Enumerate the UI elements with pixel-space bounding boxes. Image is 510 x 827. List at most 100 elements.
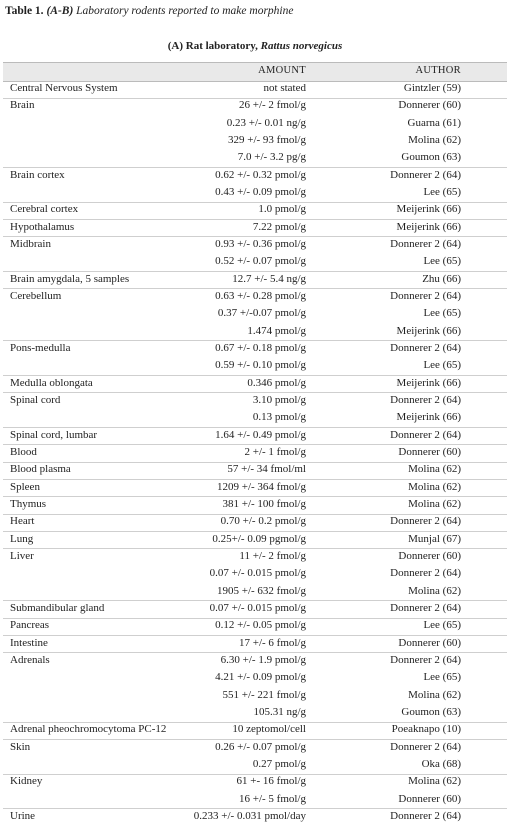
amount: 0.43 +/- 0.09 pmol/g bbox=[215, 185, 306, 198]
author: Munjal (67) bbox=[408, 532, 461, 545]
amount: 551 +/- 221 fmol/g bbox=[222, 688, 306, 701]
tissue: Lung bbox=[10, 532, 34, 545]
author: Donnerer 2 (64) bbox=[390, 168, 461, 181]
tissue: Hypothalamus bbox=[10, 220, 75, 233]
amount: 0.27 pmol/g bbox=[252, 757, 306, 770]
author: Donnerer 2 (64) bbox=[390, 237, 461, 250]
author: Zhu (66) bbox=[422, 272, 461, 285]
amount: 2 +/- 1 fmol/g bbox=[244, 445, 306, 458]
amount: 61 +- 16 fmol/g bbox=[236, 775, 306, 788]
tissue: Thymus bbox=[10, 497, 47, 510]
column-header: AUTHOR bbox=[415, 65, 461, 76]
tissue: Liver bbox=[10, 549, 34, 562]
author: Donnerer 2 (64) bbox=[390, 341, 461, 354]
tissue: Medulla oblongata bbox=[10, 376, 93, 389]
author: Donnerer 2 (64) bbox=[390, 289, 461, 302]
author: Donnerer 2 (64) bbox=[390, 740, 461, 753]
row-separator bbox=[3, 427, 507, 429]
row-separator bbox=[3, 288, 507, 290]
author: Meijerink (66) bbox=[396, 411, 461, 424]
amount: 0.07 +/- 0.015 pmol/g bbox=[209, 601, 306, 614]
author: Molina (62) bbox=[408, 688, 461, 701]
row-separator bbox=[3, 513, 507, 515]
row-separator bbox=[3, 97, 507, 99]
tissue: Blood bbox=[10, 445, 37, 458]
amount: 17 +/- 6 fmol/g bbox=[238, 636, 306, 649]
row-separator bbox=[3, 496, 507, 498]
author: Molina (62) bbox=[408, 775, 461, 788]
amount: 0.346 pmol/g bbox=[247, 376, 306, 389]
amount: 7.22 pmol/g bbox=[252, 220, 306, 233]
tissue: Cerebellum bbox=[10, 289, 62, 302]
row-separator bbox=[3, 236, 507, 238]
amount: not stated bbox=[263, 82, 306, 94]
tissue: Spleen bbox=[10, 480, 40, 493]
author: Oka (68) bbox=[421, 757, 461, 770]
author: Molina (62) bbox=[408, 584, 461, 597]
tissue: Pons-medulla bbox=[10, 341, 71, 354]
tissue: Spinal cord bbox=[10, 393, 61, 406]
caption-text: Laboratory rodents reported to make morp… bbox=[76, 5, 294, 17]
amount: 6.30 +/- 1.9 pmol/g bbox=[220, 653, 306, 666]
author: Donnerer 2 (64) bbox=[390, 601, 461, 614]
table-caption: Table 1. (A-B) Laboratory rodents report… bbox=[5, 4, 293, 18]
row-separator bbox=[3, 444, 507, 446]
row-separator bbox=[3, 392, 507, 394]
tissue: Brain amygdala, 5 samples bbox=[10, 272, 130, 285]
tissue: Kidney bbox=[10, 775, 43, 788]
amount: 0.52 +/- 0.07 pmol/g bbox=[215, 255, 306, 268]
author: Donnerer 2 (64) bbox=[390, 809, 461, 822]
amount: 16 +/- 5 fmol/g bbox=[238, 792, 306, 805]
amount: 0.67 +/- 0.18 pmol/g bbox=[215, 341, 306, 354]
row-separator bbox=[3, 721, 507, 723]
author: Lee (65) bbox=[423, 255, 461, 268]
amount: 57 +/- 34 fmol/ml bbox=[227, 463, 306, 476]
amount: 0.62 +/- 0.32 pmol/g bbox=[215, 168, 306, 181]
row-separator bbox=[3, 201, 507, 203]
tissue: Central Nervous System bbox=[10, 82, 118, 94]
tissue: Heart bbox=[10, 515, 35, 528]
amount: 329 +/- 93 fmol/g bbox=[227, 133, 306, 146]
amount: 1.0 pmol/g bbox=[258, 203, 306, 216]
row-separator bbox=[3, 773, 507, 775]
amount: 0.37 +/-0.07 pmol/g bbox=[217, 307, 306, 320]
tissue: Spinal cord, lumbar bbox=[10, 428, 98, 441]
row-separator bbox=[3, 271, 507, 273]
amount: 0.07 +/- 0.015 pmol/g bbox=[209, 567, 306, 580]
tissue: Adrenal pheochromocytoma PC-12 bbox=[10, 723, 167, 736]
row-separator bbox=[3, 548, 507, 550]
author: Donnerer (60) bbox=[398, 549, 461, 562]
author: Donnerer (60) bbox=[398, 792, 461, 805]
author: Donnerer 2 (64) bbox=[390, 567, 461, 580]
amount: 26 +/- 2 fmol/g bbox=[238, 99, 306, 112]
author: Lee (65) bbox=[423, 307, 461, 320]
row-separator bbox=[3, 617, 507, 619]
tissue: Urine bbox=[10, 809, 36, 822]
author: Donnerer (60) bbox=[398, 445, 461, 458]
author: Gintzler (59) bbox=[403, 82, 461, 94]
author: Lee (65) bbox=[423, 619, 461, 632]
author: Meijerink (66) bbox=[396, 376, 461, 389]
author: Donnerer 2 (64) bbox=[390, 393, 461, 406]
tissue: Midbrain bbox=[10, 237, 51, 250]
author: Goumon (63) bbox=[401, 705, 461, 718]
column-header: AMOUNT bbox=[258, 65, 306, 76]
amount: 4.21 +/- 0.09 pmol/g bbox=[215, 671, 306, 684]
author: Donnerer 2 (64) bbox=[390, 515, 461, 528]
author: Poeaknapo (10) bbox=[391, 723, 461, 736]
tissue: Intestine bbox=[10, 636, 48, 649]
author: Donnerer 2 (64) bbox=[390, 653, 461, 666]
tissue: Cerebral cortex bbox=[10, 203, 79, 216]
row-separator bbox=[3, 531, 507, 533]
tissue: Submandibular gland bbox=[10, 601, 105, 614]
author: Molina (62) bbox=[408, 480, 461, 493]
amount: 0.70 +/- 0.2 pmol/g bbox=[220, 515, 306, 528]
amount: 1.64 +/- 0.49 pmol/g bbox=[215, 428, 306, 441]
author: Meijerink (66) bbox=[396, 324, 461, 337]
author: Lee (65) bbox=[423, 671, 461, 684]
amount: 1209 +/- 364 fmol/g bbox=[216, 480, 306, 493]
amount: 0.12 +/- 0.05 pmol/g bbox=[215, 619, 306, 632]
row-separator bbox=[3, 808, 507, 810]
amount: 0.13 pmol/g bbox=[252, 411, 306, 424]
